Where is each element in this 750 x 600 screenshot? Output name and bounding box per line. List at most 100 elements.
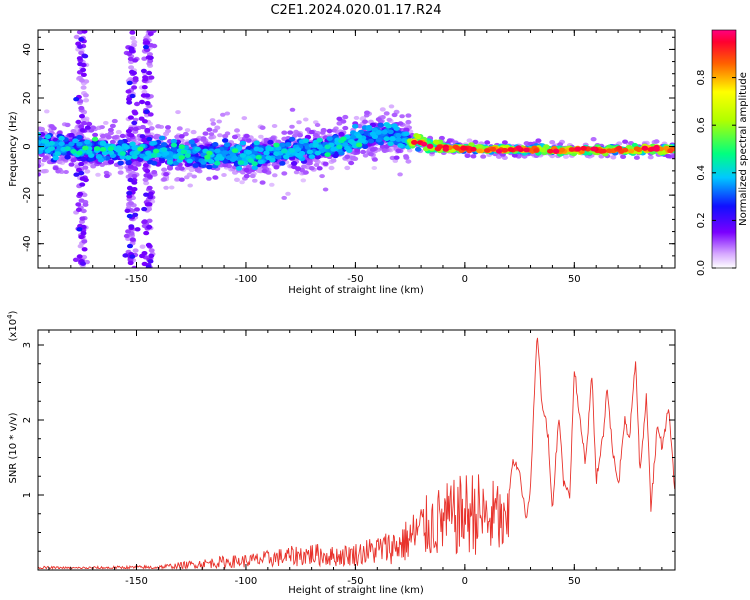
heatmap-cell [84,169,91,174]
heatmap-cell [290,161,298,166]
heatmap-cell [385,123,392,129]
heatmap-cell [119,151,126,156]
heatmap-cell [79,216,86,221]
heatmap-cell [143,44,149,50]
heatmap-cell [78,105,85,111]
heatmap-cell [125,155,132,161]
heatmap-cell [344,165,351,171]
heatmap-cell [73,172,80,177]
heatmap-cell [161,177,168,182]
heatmap-cell [125,229,132,234]
heatmap-cell [163,172,170,177]
heatmap-cell [141,85,148,90]
heatmap-cell [77,44,84,49]
heatmap-cell [361,144,369,150]
heatmap-cell [78,124,85,129]
heatmap-cell [129,237,136,242]
heatmap-cell [259,180,266,185]
heatmap-cell [103,120,109,125]
heatmap-cell [151,160,158,166]
snr-y-multiplier: (x104) [6,310,19,341]
heatmap-cell [147,259,154,264]
heatmap-cell [653,139,660,144]
heatmap-cell [231,148,239,154]
heatmap-cell [377,122,384,128]
heatmap-cell [145,150,152,156]
heatmap-cell [515,145,522,151]
heatmap-cell [170,146,178,152]
heatmap-cell [178,177,185,182]
heatmap-cell [206,176,212,181]
heatmap-cell [590,146,597,152]
heatmap-cell [80,67,87,73]
heatmap-cell [269,157,276,163]
heatmap-cell [76,150,83,156]
spectrogram-heatmap [38,30,675,268]
heatmap-cell [184,128,191,133]
heatmap-cell [206,127,213,132]
heatmap-cell [132,76,139,81]
heatmap-cell [269,182,275,187]
heatmap-cell [134,207,140,212]
heatmap-cell [324,144,331,150]
heatmap-cell [64,122,71,128]
heatmap-cell [99,125,105,130]
heatmap-cell [76,30,83,35]
heatmap-cell [344,154,351,159]
heatmap-cell [105,134,112,140]
heatmap-cell [76,141,83,147]
heatmap-cell [251,161,258,167]
heatmap-cell [549,140,556,145]
heatmap-cell [52,155,59,161]
heatmap-cell [653,147,660,152]
heatmap-cell [104,173,110,179]
heatmap-cell [188,167,195,173]
heatmap-cell [301,164,307,169]
snr-frame [37,329,676,571]
spectrogram-panel: -150 -100 -50 0 50 -40 -20 0 20 40 Height of str… [8,29,676,296]
heatmap-cell [75,207,82,212]
heatmap-cell [279,142,286,148]
heatmap-cell [243,167,250,173]
x-tick-label: -100 [235,274,258,285]
heatmap-cell [127,177,134,183]
heatmap-cell [507,147,514,152]
heatmap-cell [129,35,136,41]
heatmap-cell [383,144,390,149]
heatmap-cell [308,129,315,135]
heatmap-cell [191,174,197,179]
heatmap-cell [64,154,71,160]
heatmap-cell [38,163,41,169]
heatmap-cell [387,141,394,147]
heatmap-cell [547,148,554,154]
heatmap-cell [148,248,155,253]
heatmap-cell [70,149,77,154]
heatmap-cell [52,166,59,171]
heatmap-cell [464,153,471,158]
heatmap-cell [86,121,93,127]
heatmap-cell [82,54,89,59]
heatmap-cell [281,171,288,176]
heatmap-cell [76,134,83,140]
heatmap-cell [82,145,89,151]
heatmap-cell [671,154,675,159]
heatmap-cell [160,142,168,147]
heatmap-cell [360,116,367,121]
heatmap-cell [76,56,83,61]
heatmap-cell [68,162,75,167]
heatmap-cell [257,159,264,165]
heatmap-cell [600,148,607,154]
heatmap-cell [145,242,152,248]
heatmap-cell [667,148,674,154]
heatmap-cell [79,114,85,119]
heatmap-cell [287,130,294,135]
heatmap-cell [146,224,153,230]
heatmap-cell [131,154,138,160]
heatmap-cell [454,145,461,151]
heatmap-cell [78,170,85,176]
heatmap-cell [50,126,57,131]
heatmap-cell [73,34,80,40]
heatmap-cell [249,173,256,179]
heatmap-cell [369,147,376,152]
